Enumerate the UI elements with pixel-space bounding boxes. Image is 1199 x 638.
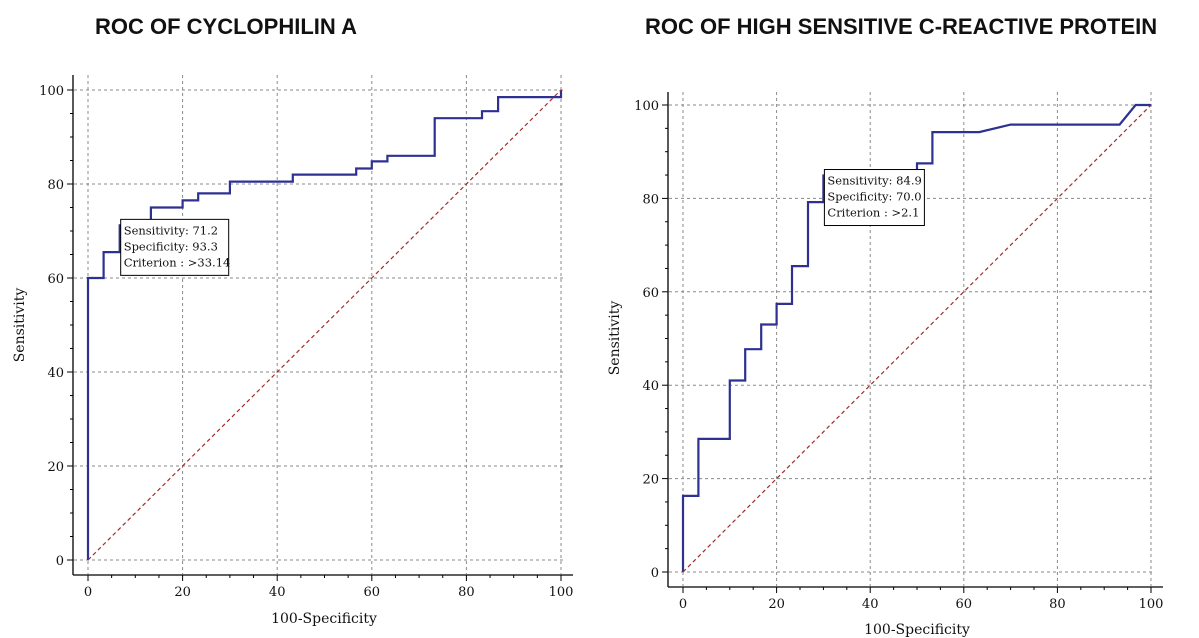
x-axis-label: 100-Specificity: [271, 611, 377, 627]
x-tick-label: 100: [1139, 597, 1164, 612]
x-tick-label: 40: [862, 597, 879, 612]
x-tick-label: 80: [458, 585, 475, 600]
x-tick-label: 0: [679, 597, 687, 612]
x-tick-label: 40: [269, 585, 286, 600]
y-tick-label: 80: [47, 178, 64, 193]
chart-2-group: 0 20 40 60 80 100 0 20 40 60 80 100 100-Specificity S…: [607, 92, 1163, 638]
y-tick-label: 60: [642, 286, 659, 301]
y-tick-label: 60: [47, 272, 64, 287]
y-tick-label: 80: [642, 192, 659, 207]
criterion-annotation-box: [823, 169, 925, 227]
x-tick-label: 80: [1049, 597, 1066, 612]
x-tick-label: 20: [768, 597, 785, 612]
y-tick-label: 0: [56, 554, 64, 569]
chart-title-cyclophilin: ROC OF CYCLOPHILIN A: [95, 14, 357, 39]
x-tick-label: 0: [84, 585, 92, 600]
y-tick-label: 20: [47, 460, 64, 475]
annotation-text-line: Criterion : >33.14: [124, 255, 231, 269]
annotation-text-line: Specificity: 70.0: [827, 190, 921, 204]
y-tick-label: 100: [39, 84, 64, 99]
y-tick-label: 40: [47, 366, 64, 381]
x-tick-label: 100: [549, 585, 574, 600]
y-tick-label: 100: [634, 99, 659, 114]
y-axis-label: Sensitivity: [607, 301, 623, 376]
annotation-text-line: Criterion : >2.1: [827, 206, 919, 220]
y-tick-label: 20: [642, 473, 659, 488]
x-tick-label: 60: [956, 597, 973, 612]
annotation-text-line: Specificity: 93.3: [124, 239, 218, 253]
y-axis-label: Sensitivity: [12, 288, 28, 363]
roc-curve-line: [681, 103, 1151, 572]
annotation-text-line: Sensitivity: 71.2: [124, 223, 218, 237]
chart-1-group: 0 20 40 60 80 100 0 20 40 60 80 100 100-Specificity S…: [12, 75, 573, 627]
chart-title-hscrp: ROC OF HIGH SENSITIVE C-REACTIVE PROTEIN: [645, 14, 1158, 39]
reference-diagonal-line: [87, 89, 562, 561]
roc-curve-line: [86, 90, 563, 560]
x-tick-label: 60: [364, 585, 381, 600]
reference-diagonal-line: [682, 104, 1152, 573]
y-tick-label: 40: [642, 379, 659, 394]
y-tick-label: 0: [651, 566, 659, 581]
x-axis-label: 100-Specificity: [864, 622, 970, 638]
annotation-text-line: Sensitivity: 84.9: [827, 174, 921, 188]
x-tick-label: 20: [174, 585, 191, 600]
criterion-annotation-box: [120, 218, 230, 276]
